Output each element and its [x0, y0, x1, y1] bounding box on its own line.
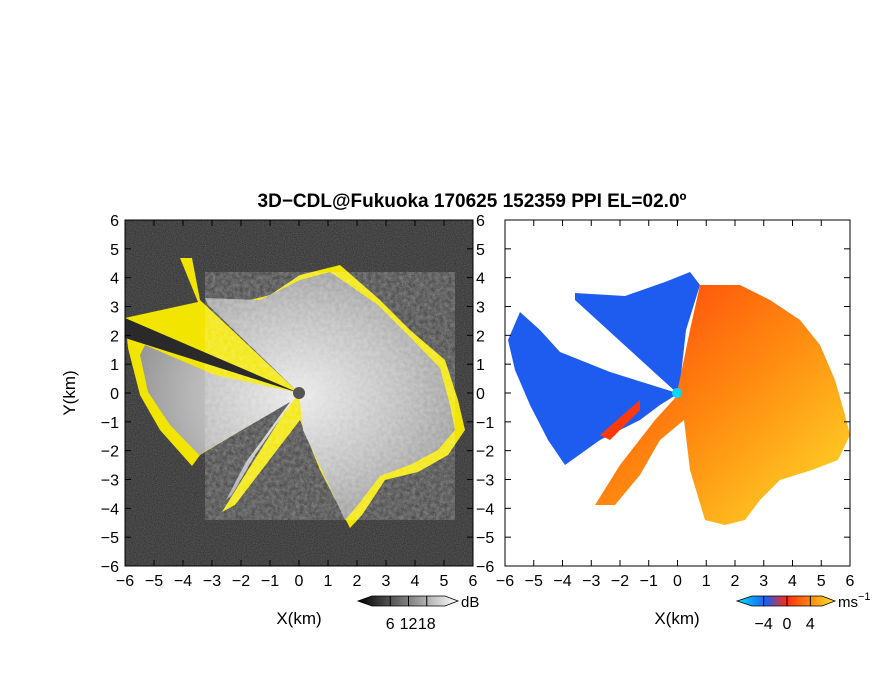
x-tick-label: −4: [174, 573, 192, 590]
colorbar-tick-label: 18: [418, 616, 436, 633]
x-tick-label: 4: [788, 573, 797, 590]
x-tick-label: −1: [261, 573, 279, 590]
y-tick-label-right: 3: [476, 300, 485, 317]
y-tick-label: 6: [110, 213, 119, 230]
y-tick-label: −6: [101, 559, 119, 576]
y-tick-label: −3: [101, 473, 119, 490]
x-tick-label: 5: [440, 573, 449, 590]
velocity-negative-region: [508, 272, 700, 465]
x-tick-label: −5: [145, 573, 163, 590]
x-tick-label: 2: [353, 573, 362, 590]
snr-blocked-sector-1: [125, 318, 299, 393]
velocity-colorbar: −4 0 4 ms−1: [735, 591, 871, 633]
y-tick-label-right: 0: [476, 386, 485, 403]
x-tick-label: −2: [232, 573, 250, 590]
x-tick-label: 4: [411, 573, 420, 590]
snr-colorbar-unit: dB: [461, 594, 479, 611]
x-tick-label: −5: [525, 573, 543, 590]
y-tick-label-right: 1: [476, 357, 485, 374]
snr-panel: −6 −5 −4 −3 −2 −1 0 1 2 3 4 5 66 65 54 43 32 21 10 0−1 −1−2−…: [101, 213, 495, 590]
colorbar-tick-label: 4: [806, 616, 815, 633]
y-tick-label: 4: [110, 271, 119, 288]
x-tick-label: −2: [611, 573, 629, 590]
y-tick-label: −1: [101, 415, 119, 432]
velocity-panel: −6 −5 −4 −3 −2 −1 0 1 2 3 4 5 6: [496, 219, 855, 590]
snr-colorbar: 6 12 18 dB: [356, 594, 479, 633]
x-tick-label: 5: [817, 573, 826, 590]
x-tick-label: −1: [640, 573, 658, 590]
snr-xlabel: X(km): [276, 609, 321, 628]
x-tick-label: 2: [731, 573, 740, 590]
y-tick-label: 1: [110, 357, 119, 374]
y-tick-label: −5: [101, 530, 119, 547]
y-tick-label-right: 5: [476, 242, 485, 259]
x-tick-label: −6: [116, 573, 134, 590]
velocity-radar-site: [672, 388, 682, 398]
y-tick-label: 3: [110, 300, 119, 317]
colorbar-tick-label: 6: [386, 616, 395, 633]
y-tick-label: 2: [110, 328, 119, 345]
colorbar-tick-label: −4: [755, 616, 773, 633]
y-tick-label-right: −3: [476, 473, 494, 490]
y-tick-label: 0: [110, 386, 119, 403]
snr-ticks: −6 −5 −4 −3 −2 −1 0 1 2 3 4 5 66 65 54 43 32 21 10 0−1 −1−2−…: [101, 213, 495, 590]
y-tick-label-right: 6: [476, 213, 485, 230]
velocity-colorbar-unit: ms−1: [838, 591, 871, 611]
colorbar-tick-label: 12: [400, 616, 418, 633]
x-tick-label: 6: [846, 573, 855, 590]
y-tick-label-right: −1: [476, 415, 494, 432]
y-tick-label-right: −6: [476, 559, 494, 576]
y-tick-label: −4: [101, 501, 119, 518]
snr-radar-site: [293, 387, 305, 399]
y-tick-label-right: 4: [476, 271, 485, 288]
y-tick-label: −2: [101, 444, 119, 461]
chart-title: 3D−CDL@Fukuoka 170625 152359 PPI EL=02.0…: [258, 191, 687, 212]
colorbar-tick-label: 0: [783, 616, 792, 633]
x-tick-label: −3: [582, 573, 600, 590]
y-tick-label-right: −2: [476, 444, 494, 461]
x-tick-label: 1: [702, 573, 711, 590]
snr-ylabel: Y(km): [60, 370, 79, 415]
x-tick-label: −3: [203, 573, 221, 590]
x-tick-label: 0: [673, 573, 682, 590]
velocity-ticks: −6 −5 −4 −3 −2 −1 0 1 2 3 4 5 6: [496, 219, 855, 590]
y-tick-label-right: −5: [476, 530, 494, 547]
x-tick-label: 1: [324, 573, 333, 590]
x-tick-label: −6: [496, 573, 514, 590]
x-tick-label: 3: [382, 573, 391, 590]
x-tick-label: −4: [553, 573, 571, 590]
x-tick-label: 0: [295, 573, 304, 590]
y-tick-label: 5: [110, 242, 119, 259]
velocity-positive-region: [595, 285, 850, 525]
x-tick-label: 6: [469, 573, 478, 590]
velocity-xlabel: X(km): [654, 609, 699, 628]
x-tick-label: 3: [759, 573, 768, 590]
y-tick-label-right: −4: [476, 501, 494, 518]
y-tick-label-right: 2: [476, 328, 485, 345]
